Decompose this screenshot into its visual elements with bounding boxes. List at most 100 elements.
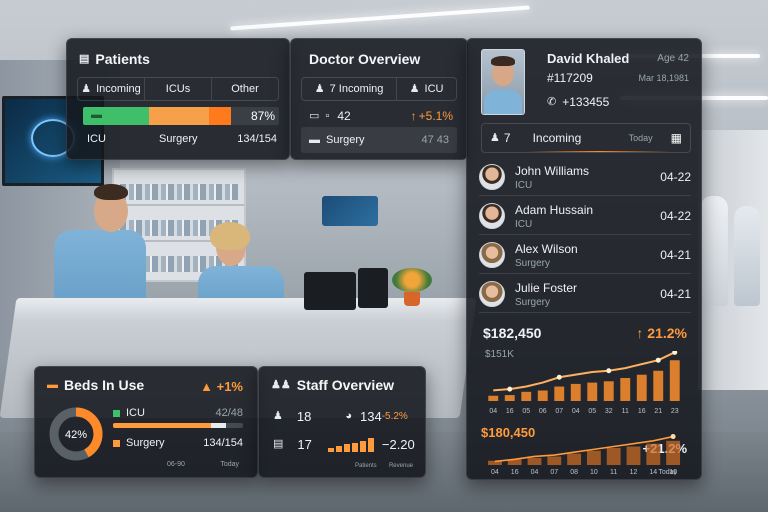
doctor-profile-panel: David Khaled Age 42 #117209 Mar 18,1981 … <box>466 38 702 480</box>
x-tick-label: 05 <box>588 408 596 415</box>
flower-pot <box>404 292 420 306</box>
chart-bar <box>653 370 664 401</box>
profile-age: Age 42 <box>657 53 689 64</box>
x-tick-label: 11 <box>622 408 629 415</box>
legend-swatch <box>113 439 120 447</box>
doctor-date: 04-21 <box>660 287 691 301</box>
x-tick-label: 07 <box>550 469 558 475</box>
doctor-list-item[interactable]: Julie Foster Surgery 04-21 <box>479 276 691 313</box>
tab-icus[interactable]: ICUs <box>145 78 212 100</box>
medical-bag-icon: ▤ <box>79 52 90 65</box>
doctor-date: 04-22 <box>660 170 691 184</box>
staff-foot-left: Patients <box>355 463 377 469</box>
capacity-percent: 87% <box>250 109 275 123</box>
chart-bar <box>504 395 515 401</box>
flower-plant <box>392 268 432 292</box>
profile-name: David Khaled <box>547 51 630 66</box>
revenue2-total: $180,450 <box>481 425 536 440</box>
doctor-dept: Surgery <box>515 257 551 269</box>
x-tick-label: 21 <box>654 408 662 415</box>
ceiling-light <box>230 5 530 31</box>
revenue-total: $182,450 <box>483 325 542 341</box>
chart-bar <box>487 460 502 465</box>
doctor-list-item[interactable]: Adam Hussain ICU 04-22 <box>479 198 691 235</box>
chart-bar <box>666 440 681 465</box>
group-icon: ♟♟ <box>271 378 291 391</box>
patients-panel: ▤ Patients ♟ Incoming ICUs Other ▬ 87% IC… <box>66 38 290 160</box>
doctor-overview-title: Doctor Overview <box>309 51 421 67</box>
series-point <box>670 434 676 440</box>
x-tick-label: 32 <box>605 408 613 415</box>
doctor-dept: ICU <box>515 218 533 230</box>
x-tick-label: 23 <box>671 408 679 415</box>
surgery-row[interactable]: ▬ Surgery 47 43 <box>301 127 457 153</box>
chart-bar <box>488 395 499 401</box>
desk-monitor <box>358 268 388 308</box>
doctor-list-item[interactable]: John Williams ICU 04-22 <box>479 159 691 196</box>
chart-bar <box>537 390 548 401</box>
grid-icon[interactable]: ▦ <box>670 131 682 145</box>
x-tick-label: 11 <box>610 469 617 475</box>
x-tick-label: 16 <box>638 408 646 415</box>
series-point <box>556 374 562 380</box>
doctor-name: Adam Hussain <box>515 202 594 217</box>
chart-bar <box>669 360 680 401</box>
bed-icon: ▬ <box>309 133 320 146</box>
bar-segment-green <box>83 107 149 125</box>
x-tick-label: 14 <box>649 469 657 475</box>
chart-bar <box>606 447 621 465</box>
doctor-dept: Surgery <box>515 296 551 308</box>
x-tick-label: 08 <box>570 469 578 475</box>
dome-icon: ◕ <box>345 410 352 422</box>
chart-bar <box>547 456 562 465</box>
doctor-date: 04-22 <box>660 209 691 223</box>
person-icon: ♟ <box>409 82 420 95</box>
beds-change: ▲ +1% <box>200 379 243 394</box>
doctor-stat-row: ▭ ▫ 42 ↑ +5.1% <box>309 109 453 123</box>
beds-row-icu: ICU 42/48 <box>113 407 243 428</box>
tab-incoming[interactable]: ♟ 7 Incoming <box>302 78 398 100</box>
tab-other[interactable]: Other <box>231 83 259 95</box>
x-tick-label: 16 <box>669 469 677 475</box>
tab-incoming[interactable]: ♟ Incoming <box>78 78 145 100</box>
person-icon: ♟ <box>314 82 325 95</box>
doctor-dept: ICU <box>515 179 533 191</box>
phone-icon: ✆ <box>547 95 557 108</box>
profile-photo <box>481 49 525 115</box>
chart-bar <box>507 459 522 465</box>
incoming-bar[interactable]: ♟ 7 Incoming Today ▦ <box>481 123 691 153</box>
person-icon: ♟ <box>490 131 500 144</box>
x-tick-label: 16 <box>506 408 514 415</box>
chart-bar <box>554 386 565 401</box>
chart-bar <box>603 381 614 401</box>
profile-phone[interactable]: ✆ +133455 <box>547 95 610 109</box>
team-icon: ♟ <box>273 410 283 422</box>
desk-monitor <box>304 272 356 310</box>
doctor-list-item[interactable]: Alex Wilson Surgery 04-21 <box>479 237 691 274</box>
beds-foot-left: 06-90 <box>167 461 185 468</box>
x-tick-label: 07 <box>555 408 563 415</box>
tab-icu[interactable]: ♟ ICU <box>409 82 444 95</box>
avatar <box>479 164 505 190</box>
bed-icon: ▬ <box>91 109 102 121</box>
series-point <box>606 368 612 374</box>
x-tick-label: 04 <box>572 408 580 415</box>
doctor-figure <box>700 196 728 306</box>
staff-foot-right: Revenue <box>388 463 413 469</box>
series-line <box>493 351 676 392</box>
chart-bar <box>646 443 661 465</box>
avatar <box>479 203 505 229</box>
chart-bar <box>567 453 582 465</box>
series-point <box>655 357 661 363</box>
x-tick-label: 04 <box>491 469 499 475</box>
revenue-bar-chart: 04 16 05 06 07 04 05 32 11 16 21 23 <box>488 351 680 415</box>
id-card-icon: ▭ <box>309 109 320 122</box>
donut-label: 42% <box>65 429 87 441</box>
beds-panel: ▬ Beds In Use ▲ +1% 42% ICU 42/48 Surger… <box>34 366 258 478</box>
wall-screen <box>322 196 378 226</box>
bar-segment-darkorange <box>209 107 231 125</box>
beds-foot-right: Today <box>220 461 239 468</box>
staff-panel: ♟♟ Staff Overview ♟ 18 ◕ 134 -5.2% ▤ 17 … <box>258 366 426 478</box>
doctor-name: Alex Wilson <box>515 241 578 256</box>
